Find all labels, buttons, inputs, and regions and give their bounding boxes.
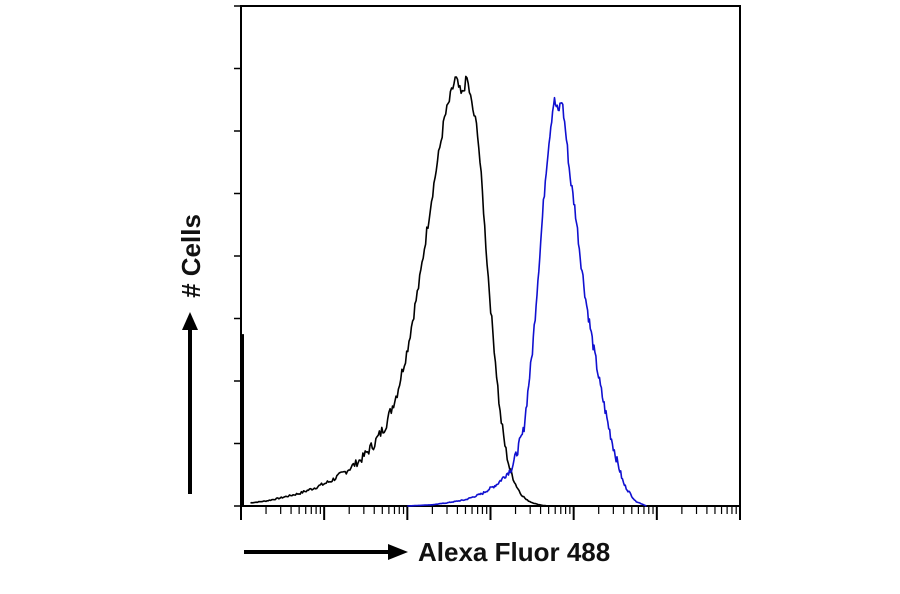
stained-histogram-line: [407, 96, 647, 507]
y-axis-arrow-head: [182, 312, 198, 330]
control-histogram-line: [250, 75, 559, 507]
y-axis-label: # Cells: [176, 214, 206, 298]
x-axis-arrow-head: [388, 544, 408, 560]
x-axis-label: Alexa Fluor 488: [418, 537, 610, 567]
series-layer: [242, 75, 647, 507]
x-axis-ticks: [240, 506, 741, 520]
y-axis-label-group: # Cells: [176, 214, 206, 494]
x-axis-label-group: Alexa Fluor 488: [244, 537, 610, 567]
plot-frame: [240, 5, 741, 507]
y-axis-ticks: [234, 5, 241, 507]
